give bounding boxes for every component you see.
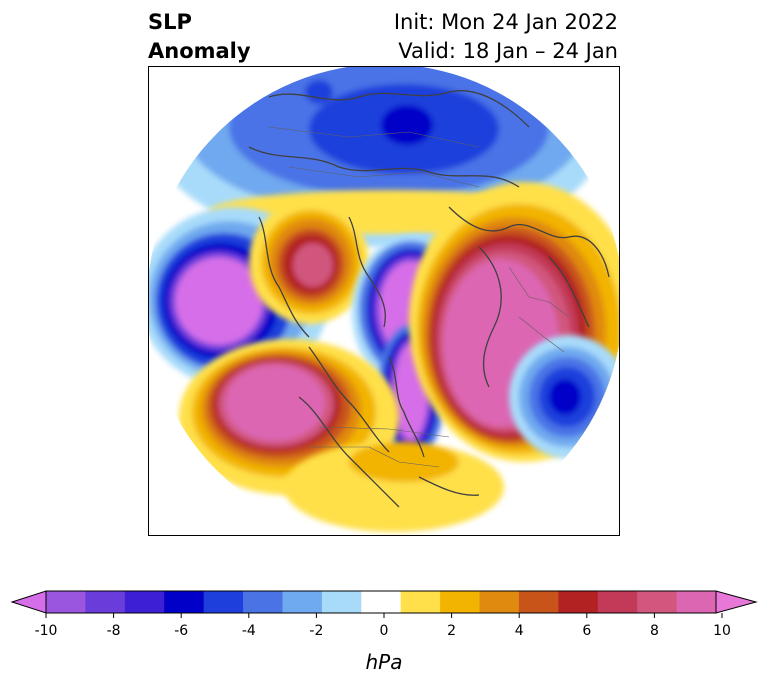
colorbar-swatch xyxy=(440,591,481,613)
title-line-2: Anomaly xyxy=(148,39,251,63)
colorbar-tick-label: -4 xyxy=(242,623,256,639)
anomaly-map xyxy=(149,67,619,535)
colorbar-swatch xyxy=(282,591,323,613)
valid-range: Valid: 18 Jan – 24 Jan xyxy=(398,39,618,63)
map-title: SLP Anomaly xyxy=(148,8,251,66)
colorbar-tick-label: -2 xyxy=(309,623,323,639)
colorbar-swatch xyxy=(558,591,599,613)
country-borders xyxy=(268,126,570,468)
positive-anomaly-pacific xyxy=(179,339,399,495)
title-line-1: SLP xyxy=(148,10,192,34)
colorbar-tick-label: 6 xyxy=(582,623,591,639)
positive-anomaly-asia xyxy=(249,200,369,324)
colorbar-swatch xyxy=(124,591,165,613)
colorbar-unit: hPa xyxy=(366,650,403,674)
colorbar-swatch xyxy=(203,591,244,613)
colorbar-tick-label: -8 xyxy=(107,623,121,639)
colorbar-tick-label: -10 xyxy=(35,623,58,639)
colorbar-tick-label: 4 xyxy=(515,623,524,639)
colorbar-swatch xyxy=(400,591,441,613)
init-date: Init: Mon 24 Jan 2022 xyxy=(393,10,618,34)
colorbar-swatch xyxy=(361,591,402,613)
coastlines xyxy=(248,90,610,508)
colorbar-tick-label: 10 xyxy=(713,623,731,639)
colorbar-swatch xyxy=(597,591,638,613)
colorbar-swatches xyxy=(10,590,758,614)
colorbar-extend-high xyxy=(715,590,758,614)
positive-anomaly-namerica xyxy=(284,442,504,532)
colorbar-swatch xyxy=(637,591,678,613)
colorbar-swatch xyxy=(321,591,362,613)
colorbar-swatch xyxy=(46,591,86,613)
colorbar-tick-label: 2 xyxy=(447,623,456,639)
date-info: Init: Mon 24 Jan 2022 Valid: 18 Jan – 24… xyxy=(394,8,618,66)
colorbar-tick-label: 0 xyxy=(380,623,389,639)
colorbar-swatch xyxy=(676,591,717,613)
colorbar-tick-label: 8 xyxy=(650,623,659,639)
colorbar: -10 -8 -6 -4 -2 0 2 4 6 8 10 hPa xyxy=(10,590,758,674)
map-panel xyxy=(148,66,620,536)
colorbar-swatch xyxy=(85,591,126,613)
colorbar-extend-low xyxy=(10,590,47,614)
colorbar-frame xyxy=(45,590,717,614)
colorbar-swatch xyxy=(479,591,520,613)
colorbar-tick-label: -6 xyxy=(174,623,188,639)
colorbar-ticks: -10 -8 -6 -4 -2 0 2 4 6 8 10 xyxy=(35,613,731,639)
colorbar-swatch xyxy=(164,591,205,613)
colorbar-swatch xyxy=(243,591,283,613)
colorbar-swatch xyxy=(518,591,559,613)
